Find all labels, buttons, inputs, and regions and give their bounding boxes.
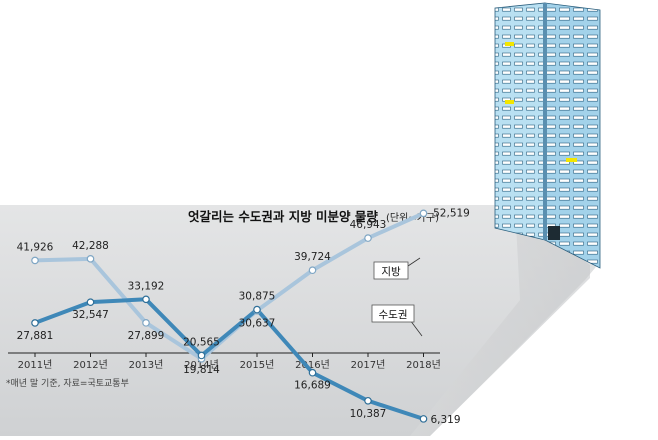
footnote: *매년 말 기준, 자료=국토교통부 [6,377,129,389]
data-point [31,256,39,265]
background-panel [0,205,590,436]
x-tick-label: 2011년 [18,359,53,371]
data-point [308,368,317,377]
floor-shadow [410,205,600,436]
data-label: 19,814 [183,364,220,376]
legend-label-capital: 수도권 [379,309,408,321]
x-tick-label: 2015년 [240,359,275,371]
x-tick-label: 2018년 [406,359,441,371]
data-point [364,234,372,242]
x-tick-label: 2014년 [184,359,219,371]
data-point [31,319,39,327]
lit-window [505,42,514,46]
data-label: 52,519 [433,207,470,219]
data-label: 30,875 [239,291,276,303]
legend-box-capital [371,304,415,323]
data-point [86,298,95,306]
x-tick-label: 2017년 [351,359,386,371]
data-label: 6,319 [430,414,460,426]
x-tick-label: 2012년 [73,359,108,371]
data-point [197,351,206,360]
series-line-capital [34,297,425,421]
data-point [419,209,428,218]
data-label: 42,288 [72,240,109,252]
data-label: 27,881 [17,330,54,342]
data-label: 16,689 [294,380,331,392]
data-label: 39,724 [294,251,331,263]
value-labels: 41,926 42,288 27,899 19,814 30,637 39,724 46,9… [17,207,470,426]
series-lines [34,211,425,421]
data-point [142,319,150,327]
data-point [308,266,317,275]
legend-label-local: 지방 [381,266,401,278]
series-points [31,209,428,423]
building-entrance [548,226,560,240]
data-point [419,415,428,423]
legend-box-local [373,261,409,280]
legend-local: 지방 [373,257,421,280]
data-label: 30,637 [239,318,276,330]
data-label: 20,565 [183,336,220,348]
data-point [86,255,95,263]
data-label: 32,547 [72,309,109,321]
legend-capital: 수도권 [371,304,423,337]
data-point [364,396,372,405]
apartment-building-illustration [494,2,601,269]
data-point [253,305,261,314]
data-label: 33,192 [128,280,165,292]
data-point [142,295,150,304]
data-label: 10,387 [350,408,387,420]
data-label: 27,899 [128,330,165,342]
lit-window [505,100,514,104]
data-label: 41,926 [17,241,54,253]
lit-window [566,158,577,162]
x-tick-label: 2013년 [129,359,164,371]
data-label: 46,943 [350,219,387,231]
